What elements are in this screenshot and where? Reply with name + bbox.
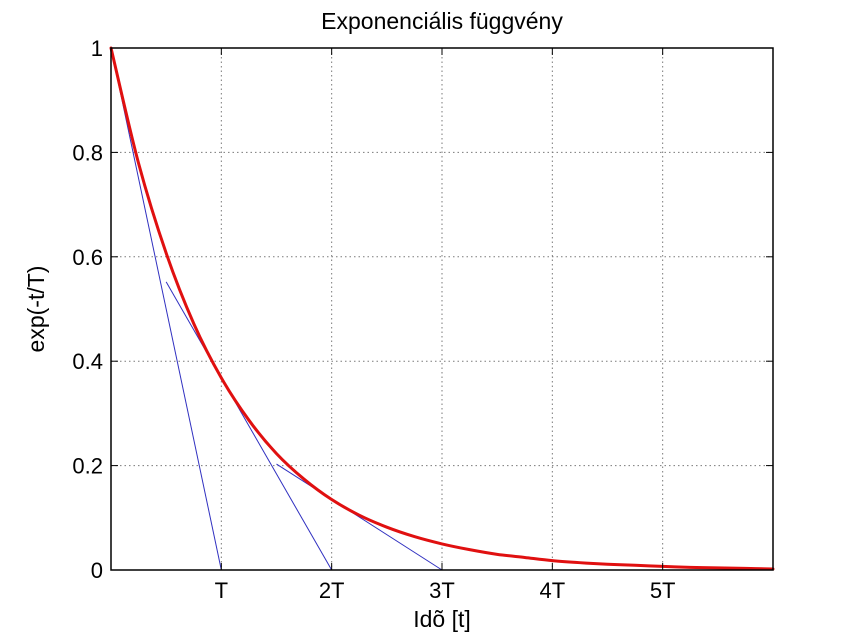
y-tick-label: 0.2 (72, 454, 103, 479)
x-tick-label: 4T (539, 578, 565, 603)
tangent-line (165, 281, 333, 571)
y-tick-label: 0.4 (72, 349, 103, 374)
y-tick-label: 1 (91, 36, 103, 61)
x-tick-label: 2T (319, 578, 345, 603)
y-tick-label: 0 (91, 558, 103, 583)
chart-title: Exponenciális függvény (321, 8, 563, 34)
grid (111, 48, 773, 570)
x-tick-label: T (215, 578, 228, 603)
tangent-line (110, 47, 222, 571)
tangent-lines (110, 47, 443, 571)
ticks: T 2T 3T 4T 5T 0 0.2 0.4 0.6 0.8 1 (72, 36, 773, 603)
x-axis-label: Idõ [t] (413, 606, 471, 632)
y-tick-label: 0.8 (72, 140, 103, 165)
x-tick-label: 5T (650, 578, 676, 603)
tangent-line (276, 463, 443, 571)
y-axis-label: exp(-t/T) (23, 266, 49, 353)
x-tick-label: 3T (429, 578, 455, 603)
y-tick-label: 0.6 (72, 245, 103, 270)
